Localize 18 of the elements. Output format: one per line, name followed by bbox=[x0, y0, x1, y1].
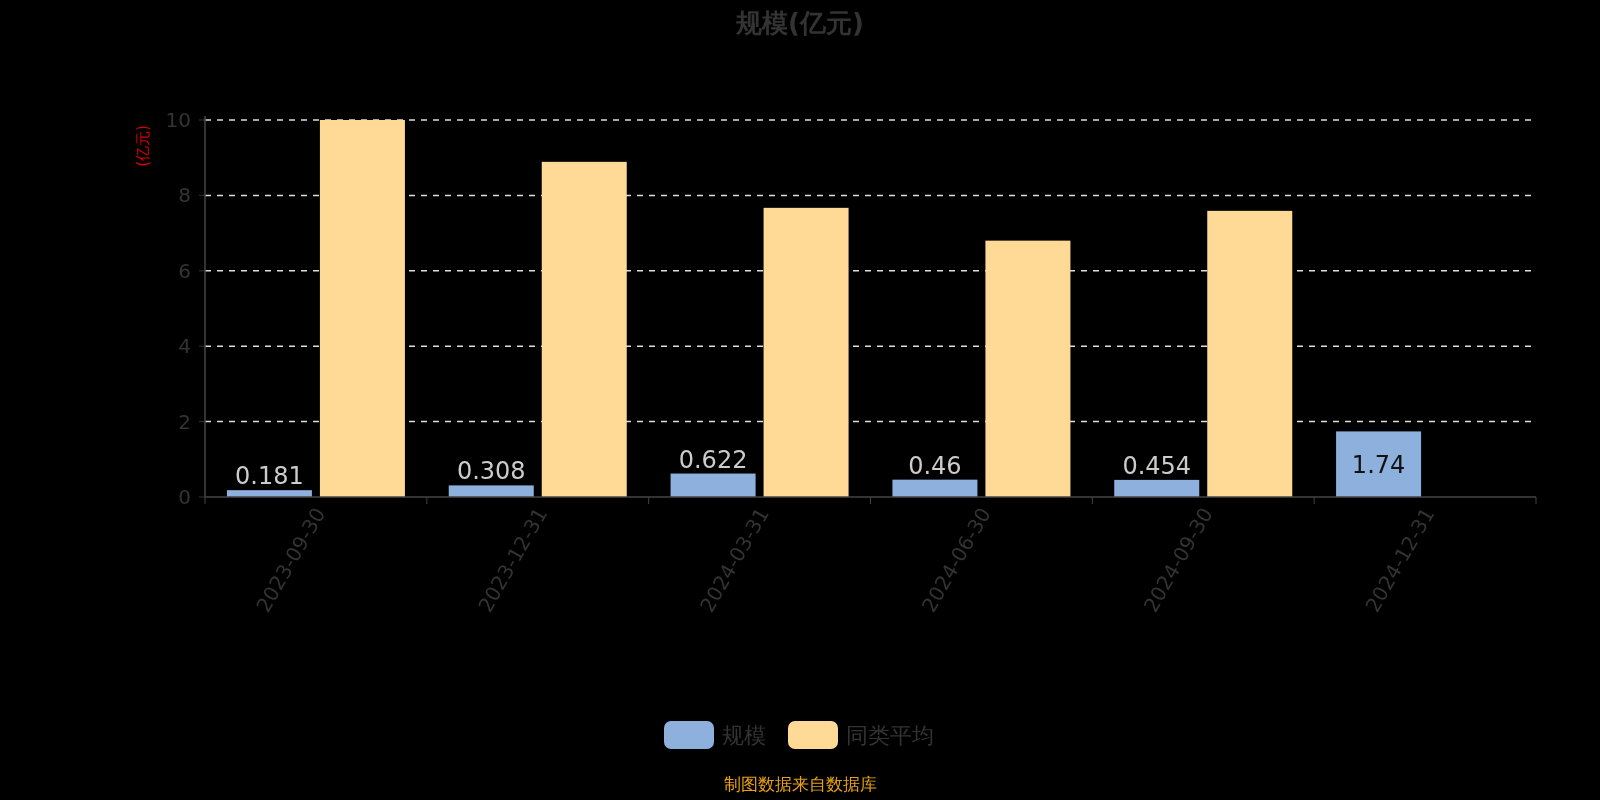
bar bbox=[1114, 479, 1200, 497]
bar bbox=[448, 485, 534, 497]
data-label: 0.308 bbox=[456, 457, 526, 486]
data-label: 0.454 bbox=[1122, 451, 1192, 480]
bar bbox=[1207, 210, 1293, 497]
data-label: 0.622 bbox=[678, 445, 748, 474]
text: 制图数据来自数据库 bbox=[723, 774, 877, 794]
bar bbox=[763, 207, 849, 497]
bar bbox=[985, 240, 1071, 497]
bar bbox=[892, 479, 978, 497]
bar bbox=[1336, 431, 1422, 497]
y-axis-title: (亿元) bbox=[134, 125, 152, 167]
bar bbox=[541, 161, 627, 497]
data-label: 1.74 bbox=[1351, 451, 1406, 480]
data-label: 0.181 bbox=[235, 462, 304, 491]
bar bbox=[319, 120, 405, 497]
bar bbox=[670, 473, 756, 497]
data-label: 0.46 bbox=[908, 451, 962, 480]
